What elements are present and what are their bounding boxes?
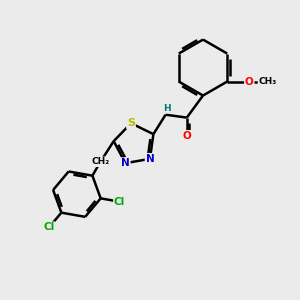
Text: O: O: [245, 76, 254, 86]
Text: Cl: Cl: [114, 197, 125, 207]
Text: Cl: Cl: [44, 222, 55, 232]
Text: H: H: [164, 104, 171, 113]
Text: O: O: [182, 131, 191, 141]
Text: CH₃: CH₃: [258, 77, 277, 86]
Text: S: S: [127, 118, 135, 128]
Text: CH₂: CH₂: [91, 157, 110, 166]
Text: N: N: [121, 158, 130, 168]
Text: N: N: [146, 154, 154, 164]
